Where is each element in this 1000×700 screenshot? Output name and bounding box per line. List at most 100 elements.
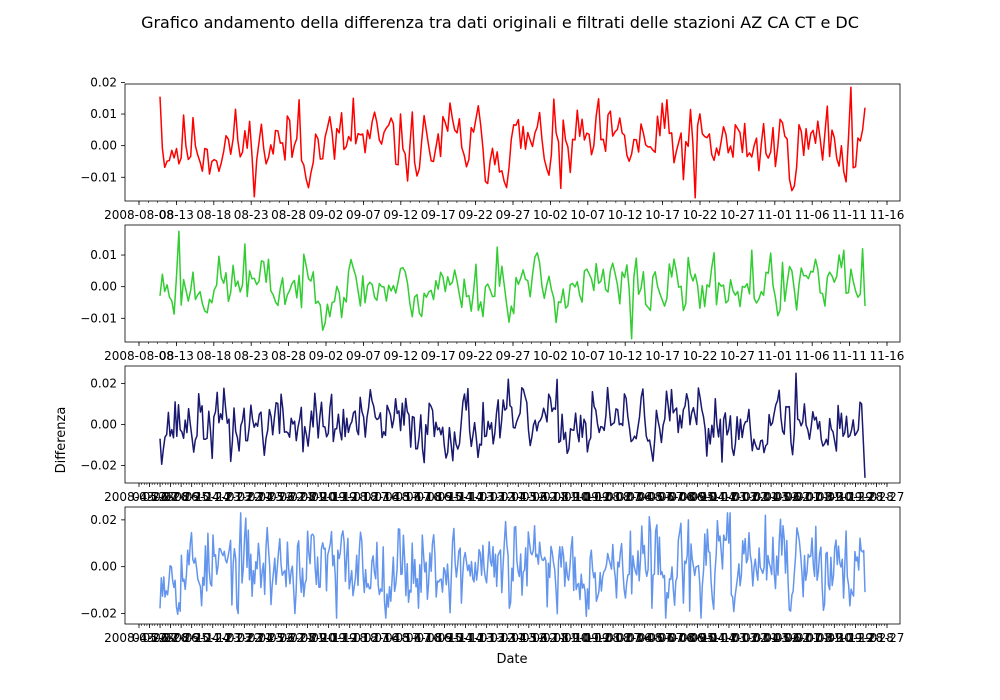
x-tick-label: 12-13 xyxy=(469,490,504,504)
x-tick-label: 03-18 xyxy=(374,631,409,645)
series-line-4-1 xyxy=(159,512,866,619)
x-tick-label: 07-21 xyxy=(290,631,325,645)
x-tick-label: 08-10 xyxy=(554,631,589,645)
axes-frame xyxy=(124,506,901,625)
x-tick-label: 04-12 xyxy=(511,631,546,645)
x-tick-label: 04-12 xyxy=(511,490,546,504)
x-tick-label: 06-11 xyxy=(532,490,567,504)
x-tick-label: 12-28 xyxy=(859,631,894,645)
x-tick-label: 08-28 xyxy=(271,208,306,222)
x-tick-label: 01-07 xyxy=(606,631,641,645)
x-tick-label: 01-07 xyxy=(606,490,641,504)
x-tick-label: 09-29 xyxy=(827,631,862,645)
x-tick-label: 08-10 xyxy=(554,490,589,504)
x-tick-label: 04-22 xyxy=(259,631,294,645)
x-tick-label: 10-12 xyxy=(608,349,643,363)
x-tick-label: 11-03 xyxy=(712,490,747,504)
x-tick-label: 07-26 xyxy=(164,490,199,504)
x-tick-label: 10-07 xyxy=(570,349,605,363)
x-tick-label: 11-18 xyxy=(332,490,367,504)
x-tick-label: 08-05 xyxy=(680,631,715,645)
x-tick-label: 09-07 xyxy=(346,349,381,363)
x-tick-label: 07-11 xyxy=(543,490,578,504)
x-tick-label: 04-27 xyxy=(132,490,167,504)
x-tick-label: 09-12 xyxy=(383,208,418,222)
x-tick-label: 09-27 xyxy=(496,349,531,363)
x-tick-label: 11-01 xyxy=(757,349,792,363)
x-tick-label: 09-12 xyxy=(383,349,418,363)
x-tick-label: 06-01 xyxy=(785,631,820,645)
x-tick-label: 10-09 xyxy=(575,631,610,645)
x-tick-label: 11-13 xyxy=(459,490,494,504)
x-tick-label: 05-17 xyxy=(395,631,430,645)
x-tick-label: 10-19 xyxy=(322,631,357,645)
x-tick-label: 10-29 xyxy=(838,631,873,645)
subplot-4: −0.020.000.022008-03-2804-2705-2706-2607… xyxy=(80,506,905,645)
x-tick-label: 07-11 xyxy=(543,631,578,645)
x-tick-label: 08-15 xyxy=(427,631,462,645)
x-tick-label: 07-06 xyxy=(669,490,704,504)
y-tick-label: 0.00 xyxy=(90,280,117,294)
x-tick-label: 01-17 xyxy=(353,631,388,645)
x-tick-label: 10-24 xyxy=(195,490,230,504)
x-tick-label: 12-03 xyxy=(722,631,757,645)
y-tick-label: 0.01 xyxy=(90,107,117,121)
x-tick-label: 10-14 xyxy=(448,490,483,504)
x-tick-label: 05-17 xyxy=(395,490,430,504)
x-tick-label: 10-27 xyxy=(720,208,755,222)
x-tick-label: 09-22 xyxy=(458,349,493,363)
x-tick-label: 09-09 xyxy=(564,631,599,645)
x-tick-label: 08-23 xyxy=(234,208,269,222)
x-tick-label: 07-26 xyxy=(164,631,199,645)
x-tick-label: 12-28 xyxy=(859,490,894,504)
x-tick-label: 11-08 xyxy=(585,490,620,504)
x-tick-label: 09-04 xyxy=(690,631,725,645)
x-tick-label: 12-23 xyxy=(216,631,251,645)
x-tick-label: 03-13 xyxy=(501,490,536,504)
x-tick-label: 08-25 xyxy=(174,490,209,504)
x-tick-label: 11-01 xyxy=(757,208,792,222)
x-tick-label: 02-11 xyxy=(490,631,525,645)
x-tick-label: 01-27 xyxy=(870,490,905,504)
x-tick-label: 08-30 xyxy=(817,631,852,645)
x-tick-label: 05-27 xyxy=(143,631,178,645)
x-tick-label: 10-04 xyxy=(701,490,736,504)
x-tick-label: 09-07 xyxy=(346,208,381,222)
x-tick-label: 07-06 xyxy=(669,631,704,645)
x-tick-label: 01-02 xyxy=(733,490,768,504)
x-tick-label: 03-18 xyxy=(374,490,409,504)
x-tick-label: 05-02 xyxy=(775,631,810,645)
series-line-1-1 xyxy=(159,86,866,199)
x-tick-label: 01-27 xyxy=(870,631,905,645)
y-axis-label: Differenza xyxy=(54,407,69,474)
x-tick-label: 09-02 xyxy=(309,349,344,363)
x-tick-label: 06-26 xyxy=(153,490,188,504)
x-tick-label: 10-12 xyxy=(608,208,643,222)
x-tick-label: 06-11 xyxy=(532,631,567,645)
x-tick-label: 08-18 xyxy=(196,208,231,222)
x-tick-label: 04-27 xyxy=(132,631,167,645)
x-tick-label: 05-12 xyxy=(522,490,557,504)
x-tick-label: 08-18 xyxy=(196,349,231,363)
x-tick-label: 10-02 xyxy=(533,349,568,363)
x-tick-label: 11-06 xyxy=(795,208,830,222)
x-tick-label: 10-29 xyxy=(838,490,873,504)
x-tick-label: 12-03 xyxy=(722,490,757,504)
x-tick-label: 09-24 xyxy=(185,490,220,504)
x-tick-label: 10-14 xyxy=(448,631,483,645)
x-tick-label: 10-07 xyxy=(570,208,605,222)
x-tick-label: 11-06 xyxy=(795,349,830,363)
x-tick-label: 04-02 xyxy=(764,490,799,504)
x-tick-label: 04-07 xyxy=(638,490,673,504)
x-tick-label: 2008-08-08 xyxy=(104,208,174,222)
x-tick-label: 03-03 xyxy=(754,631,789,645)
x-tick-label: 12-08 xyxy=(596,631,631,645)
x-tick-label: 03-03 xyxy=(754,490,789,504)
x-tick-label: 2008-03-28 xyxy=(104,490,174,504)
x-tick-label: 02-16 xyxy=(364,490,399,504)
x-tick-label: 01-12 xyxy=(480,490,515,504)
x-tick-label: 10-17 xyxy=(645,208,680,222)
x-tick-label: 09-17 xyxy=(421,349,456,363)
x-tick-label: 11-11 xyxy=(832,349,867,363)
x-tick-label: 11-28 xyxy=(848,631,883,645)
